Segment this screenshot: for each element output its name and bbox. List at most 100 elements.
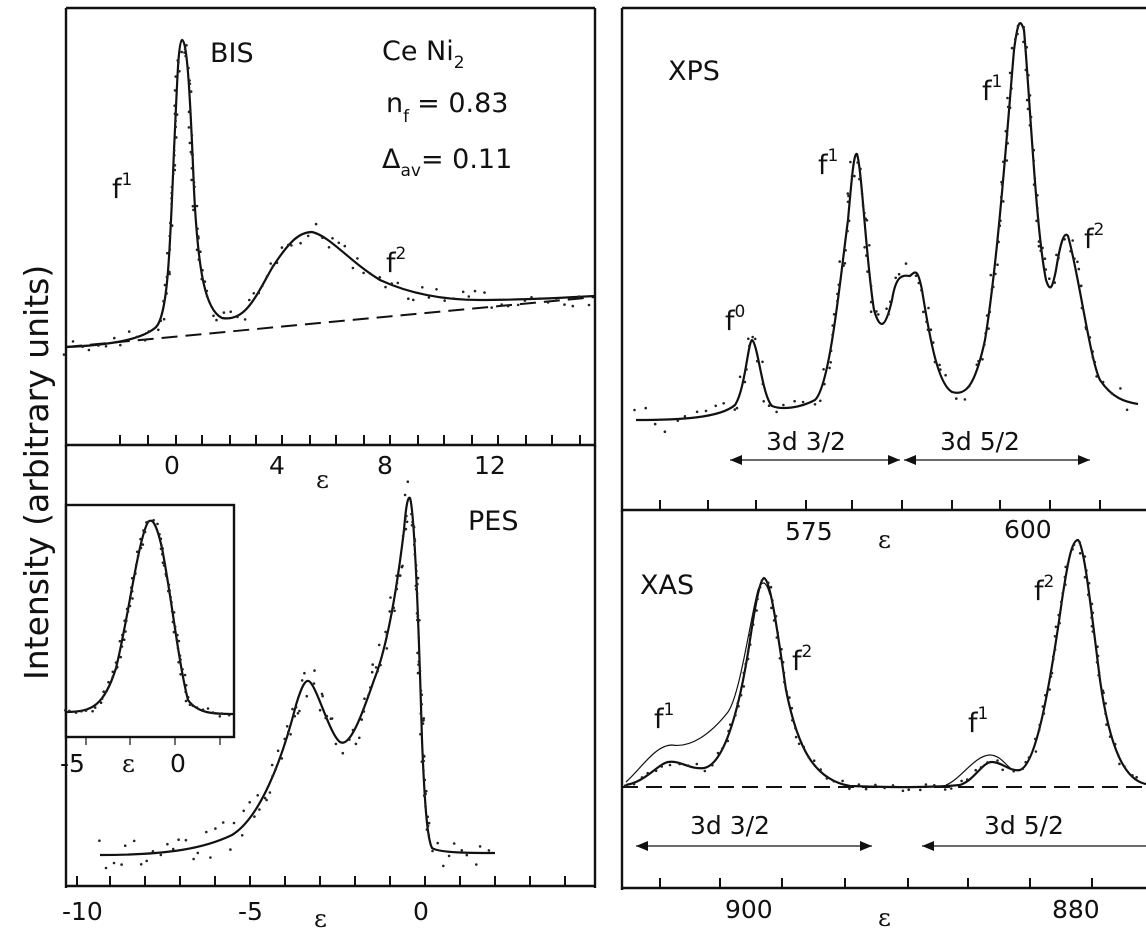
pes-data-point (419, 689, 423, 692)
xas-data-point (716, 751, 720, 755)
pes-data-point (325, 714, 329, 718)
bis-data-point (261, 284, 264, 288)
xps-data-point (1069, 249, 1072, 253)
xas-data-point (775, 636, 779, 639)
xps-data-point (875, 310, 878, 313)
inset-data-point (158, 533, 161, 536)
xps-data-point (1032, 148, 1035, 152)
pes-data-point (431, 849, 434, 853)
bis-data-point (169, 221, 172, 225)
xps-data-point (904, 262, 908, 265)
inset-data-point (111, 670, 115, 674)
xas-data-point (781, 660, 785, 664)
xps-data-point (996, 263, 999, 267)
xps-data-point (1071, 239, 1074, 242)
pes-data-point (145, 859, 148, 863)
inset-data-point (139, 546, 143, 550)
xas-data-point (1078, 552, 1082, 555)
pes-data-point (341, 751, 345, 755)
pes-data-point (289, 733, 292, 736)
xps-data-point (1080, 306, 1084, 310)
xas-data-point (695, 762, 699, 766)
inset-data-point (160, 543, 163, 547)
pes-data-point (426, 824, 430, 828)
bis-data-point (175, 113, 179, 116)
xas-data-point (780, 647, 783, 651)
xps-data-point (1041, 246, 1044, 250)
xps-title: XPS (668, 56, 720, 87)
xps-data-point (859, 174, 862, 178)
bis-data-point (189, 150, 193, 154)
xps-data-point (1035, 219, 1038, 223)
bis-title: BIS (210, 38, 254, 69)
inset-data-point (120, 645, 124, 648)
inset-data-point (170, 609, 174, 613)
xps-data-point (1022, 40, 1025, 44)
xps-data-point (990, 288, 994, 291)
xps-data-point (1055, 253, 1058, 257)
pes-data-point (240, 834, 244, 837)
xas-data-point (848, 787, 851, 791)
xps-data-point (1028, 94, 1032, 97)
xps-data-point (869, 310, 873, 314)
xas-data-point (1012, 769, 1015, 773)
xps-xtick-600: 600 (1004, 515, 1052, 544)
xas-xtick-900: 900 (725, 895, 773, 924)
pes-data-point (294, 705, 298, 709)
pes-data-point (221, 821, 225, 824)
xas-peak-f2-b: f2 (1034, 572, 1054, 607)
xps-data-point (977, 359, 980, 363)
xas-data-point (783, 680, 786, 684)
xas-data-point (819, 768, 822, 771)
bis-data-point (185, 44, 188, 47)
pes-data-point (370, 670, 374, 674)
inset-data-point (125, 607, 129, 611)
xas-data-point (1051, 655, 1055, 658)
xps-data-point (1006, 96, 1009, 100)
pes-data-point (414, 584, 418, 588)
bis-data-point (500, 303, 504, 306)
bis-data-point (159, 319, 163, 323)
pes-data-point (313, 669, 316, 672)
pes-data-point (300, 679, 304, 682)
xas-data-point (785, 690, 788, 694)
xps-data-point (644, 406, 647, 410)
bis-data-point (248, 298, 251, 302)
bis-data-point (197, 235, 200, 238)
xas-data-point (1090, 624, 1094, 628)
pes-data-point (205, 830, 208, 834)
xps-data-point (801, 400, 805, 404)
pes-data-point (348, 738, 351, 741)
xps-data-point (1101, 380, 1105, 384)
bis-data-point (461, 290, 465, 294)
pes-data-point (274, 767, 278, 771)
inset-data-point (116, 665, 119, 669)
pes-data-point (401, 564, 404, 568)
pes-xtick-minus10: -10 (62, 897, 103, 926)
pes-data-point (417, 636, 421, 639)
pes-data-point (358, 736, 361, 740)
pes-data-point (367, 693, 370, 697)
pes-data-point (388, 610, 392, 613)
pes-data-point (416, 582, 419, 586)
bis-compound: Ce Ni2 (382, 36, 465, 73)
bis-data-point (257, 291, 261, 295)
xas-data-point (1097, 673, 1100, 677)
xps-data-point (846, 200, 850, 204)
xps-data-point (683, 415, 687, 418)
bis-data-point (199, 250, 202, 253)
pes-data-point (385, 647, 389, 650)
pes-data-point (104, 866, 108, 870)
pes-data-point (410, 512, 413, 516)
inset-data-point (130, 586, 133, 589)
xas-data-point (1131, 774, 1134, 777)
xps-data-point (676, 419, 680, 422)
xps-data-point (863, 246, 866, 249)
pes-data-points (98, 480, 491, 870)
xas-data-point (782, 671, 786, 675)
pes-data-point (422, 719, 425, 722)
xas-data-point (1117, 754, 1120, 757)
bis-data-point (299, 241, 302, 245)
inset-data-point (169, 595, 172, 599)
inset-xtick-0: 0 (170, 749, 186, 778)
